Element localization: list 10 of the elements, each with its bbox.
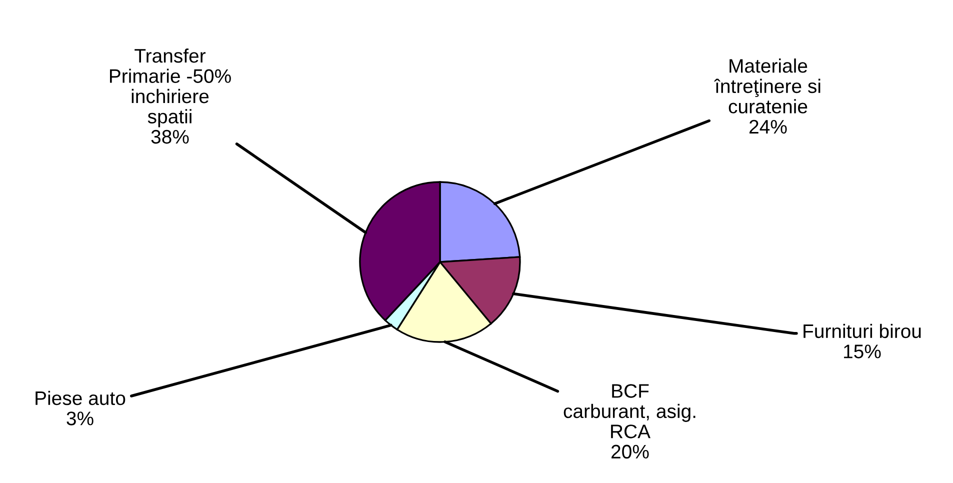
- slice-label: Transfer Primarie -50% inchiriere spatii: [110, 48, 231, 128]
- slice-label: Furnituri birou: [804, 324, 921, 338]
- data-label: 15%: [844, 344, 881, 358]
- slice-label: BCF carburant, asig. RCA: [564, 384, 696, 438]
- data-label: 3%: [66, 412, 94, 426]
- data-label: 24%: [750, 120, 787, 134]
- slice-label: Materiale întreţinere si curatenie: [714, 58, 820, 114]
- data-label: 20%: [612, 444, 649, 459]
- data-label: 38%: [151, 130, 189, 144]
- slice-label: Piese auto: [36, 390, 126, 406]
